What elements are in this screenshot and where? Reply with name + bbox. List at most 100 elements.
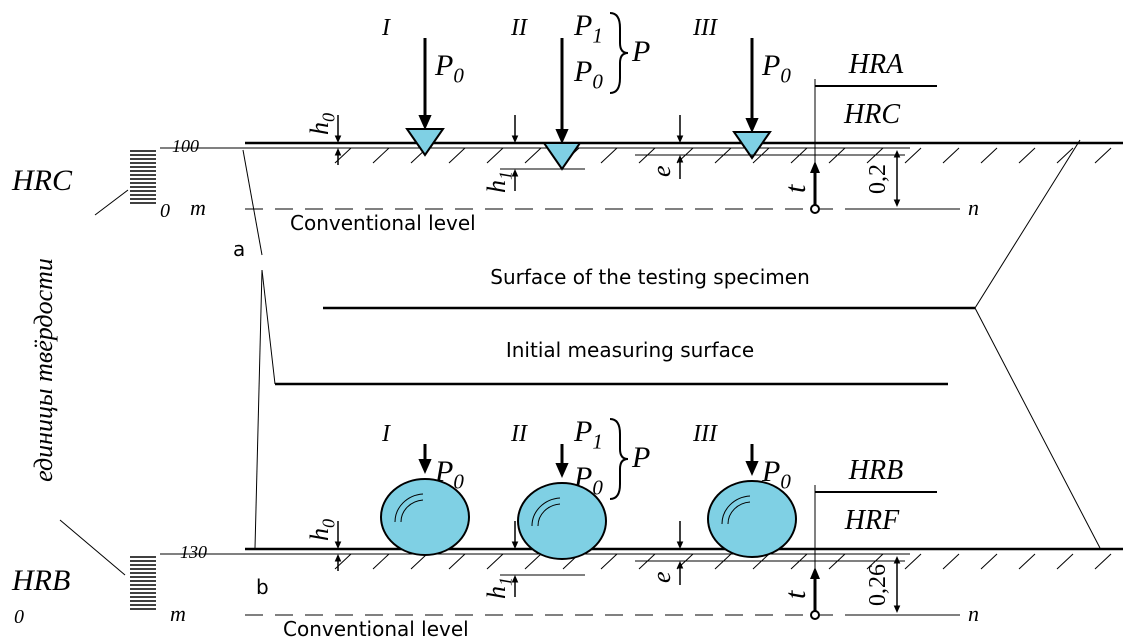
h0-label: h0	[305, 519, 339, 541]
force-label: P0	[434, 49, 464, 88]
h1-label-sub: 1	[496, 577, 516, 586]
force-label-base: P	[761, 455, 780, 488]
scale-bottom-name: HRC	[843, 99, 900, 130]
connector	[94, 189, 129, 216]
brace	[609, 418, 629, 500]
force-label: P0	[573, 55, 603, 94]
force-arrow-head	[745, 461, 759, 476]
hatch	[980, 147, 998, 164]
n-label: n	[968, 195, 979, 220]
force-label-sub: 1	[592, 430, 603, 454]
depth-label: 0,2	[865, 164, 891, 194]
dim-arrow-head	[511, 541, 519, 549]
force-label-base: P	[573, 55, 592, 88]
hatch	[1056, 147, 1074, 164]
scale-top-name: HRA	[848, 49, 904, 80]
force-label-sub: 0	[453, 64, 464, 88]
hatch	[1094, 553, 1112, 570]
dim-arrow-head	[893, 556, 901, 564]
connector	[261, 269, 276, 385]
force-label-base: P	[573, 9, 592, 42]
scale-name: HRB	[11, 564, 70, 597]
hatch	[1094, 147, 1112, 164]
scale-top-name: HRB	[848, 455, 903, 486]
hatch	[1018, 553, 1036, 570]
dim-arrow-head	[334, 148, 342, 156]
h1-label: h1	[482, 577, 516, 599]
scale-name: HRC	[11, 164, 73, 197]
force-label: P0	[761, 455, 791, 494]
h1-label-base: h	[482, 180, 511, 193]
connector	[242, 149, 263, 256]
connector	[974, 139, 1081, 309]
t-arrow-head	[810, 161, 820, 173]
ball-shine	[531, 497, 561, 527]
force-label-base: P	[434, 49, 453, 82]
hatch	[372, 553, 390, 570]
hatch	[904, 553, 922, 570]
h0-label-sub: 0	[319, 113, 339, 122]
e-label: e	[647, 571, 676, 583]
force-label: P1	[573, 9, 603, 48]
force-arrow-head	[555, 463, 569, 478]
stage-numeral: II	[510, 421, 528, 447]
dim-arrow-head	[511, 575, 519, 583]
depth-label: 0,26	[865, 564, 891, 606]
section-letter: b	[256, 575, 269, 599]
t-arrow-head	[810, 567, 820, 579]
ball-shine	[394, 493, 424, 523]
force-arrow-head	[418, 115, 432, 130]
n-label: n	[968, 601, 979, 626]
hatch	[486, 147, 504, 164]
force-label-sub: 0	[780, 470, 791, 494]
h1-label-base: h	[482, 586, 511, 599]
force-label-sub: 1	[592, 24, 603, 48]
hatch	[600, 553, 618, 570]
cone-indenter	[732, 131, 772, 160]
dim-arrow-head	[511, 135, 519, 143]
hatch	[942, 553, 960, 570]
ball-shine	[721, 495, 751, 525]
force-arrow-head	[555, 129, 569, 144]
scale-top: 100	[172, 136, 199, 156]
hatch	[1018, 147, 1036, 164]
force-label: P0	[434, 455, 464, 494]
dim-arrow-head	[676, 135, 684, 143]
dim-arrow-head	[893, 605, 901, 613]
force-label-sub: 0	[453, 470, 464, 494]
section-letter: a	[233, 237, 245, 261]
scale-bottom-name: HRF	[844, 505, 900, 536]
hatch	[1056, 553, 1074, 570]
dim-arrow-head	[893, 150, 901, 158]
h1-label-sub: 1	[496, 171, 516, 180]
units-label: единицы твёрдости	[29, 258, 58, 482]
total-force: P	[631, 35, 650, 68]
m-label: m	[190, 195, 206, 220]
scale-zero: 0	[160, 200, 170, 222]
force-label-sub: 0	[592, 70, 603, 94]
t-label: t	[779, 590, 812, 599]
conventional-level: Conventional level	[283, 617, 469, 639]
ball-indenter	[517, 482, 607, 560]
dim-arrow-head	[334, 135, 342, 143]
t-point	[810, 204, 820, 214]
hatch	[448, 147, 466, 164]
conventional-level: Conventional level	[290, 211, 476, 235]
connector	[254, 269, 263, 549]
hatch	[904, 147, 922, 164]
hatch	[980, 553, 998, 570]
cone-indenter	[542, 142, 582, 171]
dim-arrow-head	[893, 199, 901, 207]
e-label: e	[647, 165, 676, 177]
initial-surface-label: Initial measuring surface	[506, 338, 754, 362]
h1-label: h1	[482, 171, 516, 193]
force-label-sub: 0	[592, 476, 603, 500]
t-point	[810, 610, 820, 620]
connector	[974, 307, 1101, 549]
total-force: P	[631, 441, 650, 474]
cone-indenter	[405, 128, 445, 157]
hatch	[524, 553, 542, 570]
t-label: t	[779, 184, 812, 193]
stage-numeral: II	[510, 15, 528, 41]
